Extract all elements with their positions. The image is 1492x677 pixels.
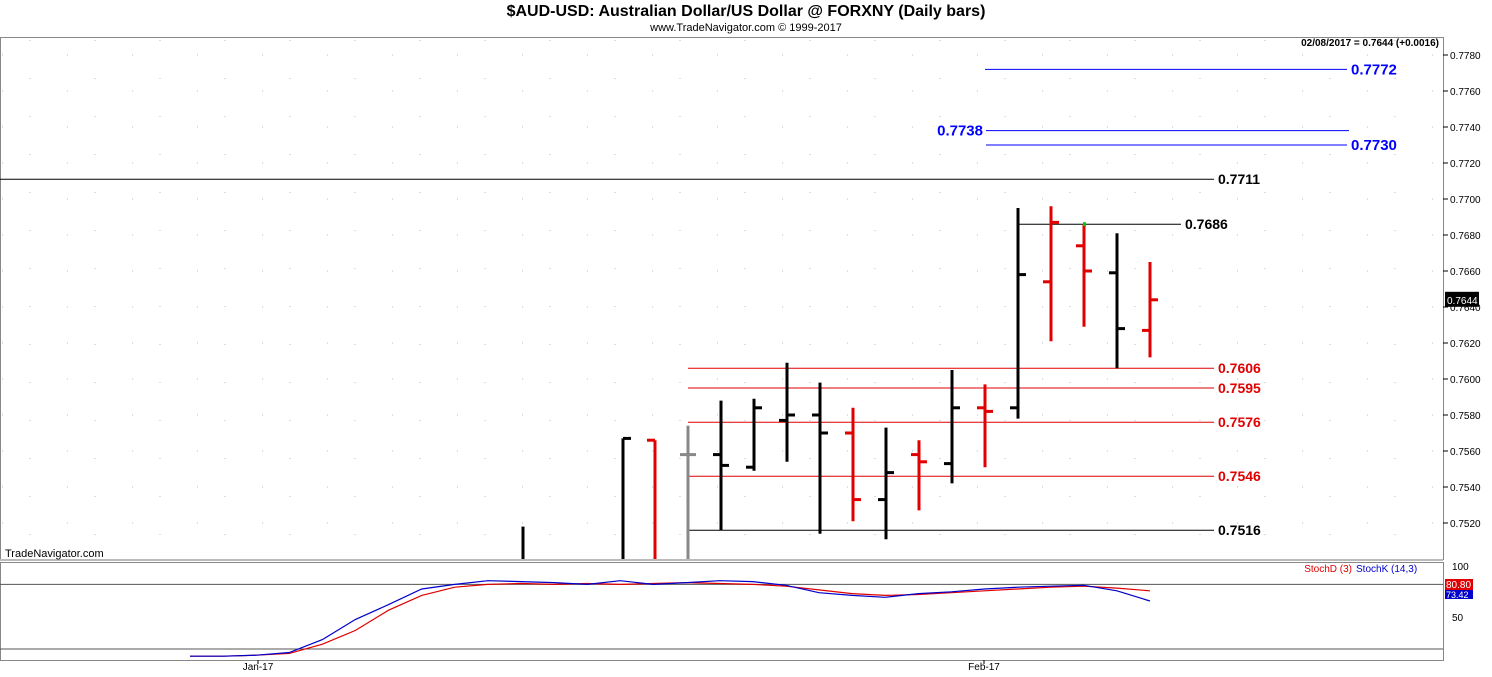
level-label: 0.7606 [1218, 360, 1261, 376]
price-bar [1010, 208, 1026, 419]
price-bar [977, 384, 993, 468]
chart-header: $AUD-USD: Australian Dollar/US Dollar @ … [0, 0, 1492, 37]
price-bar [1109, 233, 1125, 369]
y-tick-label: 0.7760 [1450, 87, 1481, 98]
level-label: 0.7546 [1218, 468, 1261, 484]
stoch-d-line [190, 581, 1151, 657]
price-bar [746, 398, 762, 471]
last-price-info: 02/08/2017 = 0.7644 (+0.0016) [1301, 38, 1439, 49]
y-tick-label: 0.7520 [1450, 519, 1481, 530]
y-tick-label: 0.7560 [1450, 447, 1481, 458]
high-marker [1083, 222, 1086, 227]
price-bar [713, 400, 729, 531]
y-tick-label: 0.7740 [1450, 123, 1481, 134]
level-label: 0.7516 [1218, 522, 1261, 538]
price-bar [621, 436, 631, 559]
price-bar [911, 440, 927, 511]
stoch-k-value-label: 73.42 [1446, 590, 1469, 600]
x-tick-label: Jan-17 [243, 662, 274, 673]
y-tick-label: 0.7780 [1450, 51, 1481, 62]
level-label: 0.7711 [1218, 171, 1260, 187]
y-tick-label: 0.7640 [1450, 303, 1481, 314]
price-bar [680, 425, 696, 559]
stoch-d-value-label: 80.80 [1446, 580, 1471, 591]
level-label: 0.7595 [1218, 380, 1261, 396]
price-bar [647, 438, 657, 559]
last-price-tag [1445, 291, 1479, 307]
chart-title: $AUD-USD: Australian Dollar/US Dollar @ … [506, 3, 986, 20]
stoch-tick-label: 50 [1452, 613, 1464, 624]
price-bar [845, 407, 861, 522]
y-tick-label: 0.7720 [1450, 159, 1481, 170]
price-bar [944, 370, 960, 484]
price-bar [812, 382, 828, 534]
price-bar [1076, 224, 1092, 327]
watermark-label: TradeNavigator.com [5, 548, 104, 560]
stoch-k-value-tag [1445, 590, 1473, 599]
legend-stoch-d: StochD (3) [1304, 564, 1352, 575]
last-price-tag-label: 0.7644 [1447, 296, 1478, 307]
price-bar [1142, 262, 1158, 358]
y-tick-label: 0.7580 [1450, 411, 1481, 422]
y-tick-label: 0.7600 [1450, 375, 1481, 386]
y-tick-label: 0.7540 [1450, 483, 1481, 494]
chart-subtitle: www.TradeNavigator.com © 1999-2017 [650, 22, 842, 34]
legend-stoch-k: StochK (14,3) [1356, 564, 1417, 575]
stoch-k-line [190, 580, 1151, 657]
level-label: 0.7772 [1351, 61, 1397, 78]
price-bar [1043, 206, 1059, 342]
x-tick-label: Feb-17 [968, 662, 1000, 673]
stoch-d-value-tag [1445, 579, 1473, 590]
price-bar [779, 362, 795, 462]
stoch-tick-label: 100 [1452, 562, 1469, 573]
y-tick-label: 0.7700 [1450, 195, 1481, 206]
y-tick-label: 0.7620 [1450, 339, 1481, 350]
level-label: 0.7730 [1351, 137, 1397, 154]
stoch-panel-frame [0, 562, 1444, 661]
y-tick-label: 0.7660 [1450, 267, 1481, 278]
price-bar [878, 427, 894, 540]
level-label: 0.7686 [1185, 216, 1228, 232]
level-label: 0.7738 [937, 123, 983, 140]
y-tick-label: 0.7680 [1450, 231, 1481, 242]
level-label: 0.7576 [1218, 414, 1261, 430]
